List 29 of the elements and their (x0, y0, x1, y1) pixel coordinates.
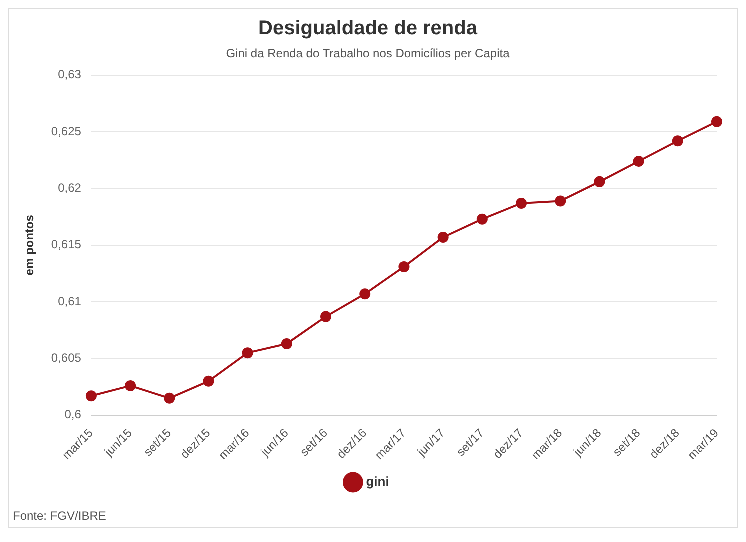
y-tick-label: 0,61 (58, 294, 82, 308)
point (594, 176, 606, 188)
chart-title: Desigualdade de renda (258, 18, 478, 40)
y-tick-label: 0,62 (58, 181, 82, 196)
point (125, 380, 136, 392)
point (476, 214, 488, 225)
y-tick-label: 0,625 (51, 124, 82, 138)
point (712, 116, 722, 128)
source-note: Fonte: FGV/IBRE (12, 509, 108, 525)
point (281, 338, 292, 350)
y-tick-label: 0,63 (58, 68, 82, 82)
point (672, 136, 684, 147)
y-axis-title: em pontos (22, 214, 37, 276)
point (398, 261, 410, 272)
point (516, 198, 528, 209)
point (555, 196, 566, 207)
y-tick-label: 0,605 (51, 351, 82, 366)
point (242, 348, 254, 359)
y-tick-label: 0,6 (64, 408, 82, 422)
legend-label: gini (366, 474, 390, 490)
point (360, 288, 371, 300)
point (86, 390, 97, 402)
chart-subtitle: Gini da Renda do Trabalho nos Domicílios per Capita (226, 46, 510, 61)
point (320, 311, 332, 322)
point (164, 392, 176, 404)
y-tick-label: 0,615 (51, 238, 82, 252)
point (438, 232, 449, 243)
point (203, 376, 214, 387)
point (633, 156, 644, 168)
